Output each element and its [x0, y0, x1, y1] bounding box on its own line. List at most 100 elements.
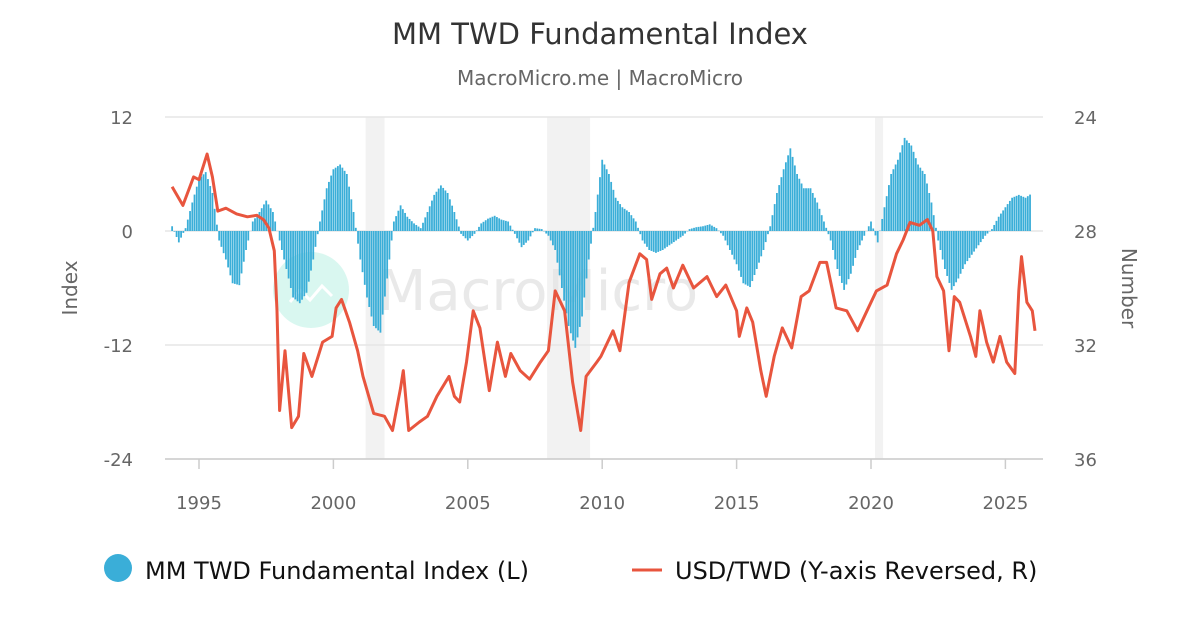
index-bar — [973, 231, 975, 252]
index-bar — [507, 222, 509, 232]
y-left-tick-label: -24 — [104, 450, 133, 471]
index-bar — [581, 231, 583, 317]
index-bar — [429, 206, 431, 231]
index-bar — [503, 220, 505, 231]
index-bar — [335, 168, 337, 231]
index-bar — [550, 231, 552, 241]
index-bar — [742, 231, 744, 283]
legend-label: USD/TWD (Y-axis Reversed, R) — [675, 557, 1037, 585]
index-bar — [337, 166, 339, 231]
index-bar — [957, 231, 959, 279]
index-bar — [357, 231, 359, 244]
index-bar — [456, 219, 458, 231]
index-bar — [592, 228, 594, 231]
index-bar — [1016, 196, 1018, 231]
index-bar — [794, 165, 796, 231]
index-bar — [964, 231, 966, 264]
index-bar — [664, 231, 666, 248]
index-bar — [863, 231, 865, 236]
index-bar — [272, 212, 274, 231]
index-bar — [617, 201, 619, 231]
index-bar — [684, 231, 686, 234]
index-bar — [709, 224, 711, 231]
index-bar — [225, 231, 227, 260]
index-bar — [207, 179, 209, 231]
index-bar — [505, 221, 507, 231]
index-bar — [570, 231, 572, 333]
index-bar — [460, 231, 462, 234]
index-bar — [778, 185, 780, 231]
index-bar — [754, 231, 756, 275]
index-bar — [422, 223, 424, 231]
index-bar — [297, 231, 299, 301]
index-bar — [541, 229, 543, 231]
index-bar — [677, 231, 679, 239]
index-bar — [333, 169, 335, 231]
index-bar — [384, 231, 386, 297]
index-bar — [404, 213, 406, 231]
index-bar — [740, 231, 742, 277]
legend: MM TWD Fundamental Index (L) USD/TWD (Y-… — [104, 554, 1037, 585]
index-bar — [348, 187, 350, 231]
index-bar — [303, 231, 305, 296]
index-bar — [942, 231, 944, 260]
index-bar — [218, 231, 220, 241]
index-bar — [368, 231, 370, 307]
index-bar — [637, 228, 639, 231]
index-bar — [810, 188, 812, 231]
index-bar — [807, 188, 809, 231]
index-bar — [458, 227, 460, 231]
index-bar — [884, 207, 886, 231]
index-bar — [644, 231, 646, 244]
index-bar — [803, 188, 805, 231]
index-bar — [910, 146, 912, 232]
index-bar — [516, 231, 518, 238]
index-bar — [568, 231, 570, 326]
index-bar — [214, 209, 216, 231]
index-bar — [339, 165, 341, 232]
index-bar — [445, 190, 447, 231]
y-right-tick-label: 32 — [1074, 336, 1097, 357]
index-bar — [774, 204, 776, 231]
index-bar — [420, 228, 422, 231]
index-bar — [597, 195, 599, 231]
index-bar — [624, 209, 626, 231]
index-bar — [189, 211, 191, 231]
index-bar — [944, 231, 946, 269]
index-bar — [763, 231, 765, 250]
index-bar — [642, 231, 644, 241]
index-bar — [362, 231, 364, 272]
index-bar — [449, 199, 451, 231]
index-bar — [418, 227, 420, 231]
index-bar — [364, 231, 366, 285]
y-right-tick-label: 36 — [1074, 450, 1097, 471]
index-bar — [848, 231, 850, 279]
index-bar — [787, 155, 789, 231]
index-bar — [626, 210, 628, 231]
index-bar — [980, 231, 982, 242]
index-bar — [805, 188, 807, 231]
index-bar — [837, 231, 839, 269]
index-bar — [1000, 214, 1002, 231]
index-bar — [321, 210, 323, 231]
index-bar — [673, 231, 675, 242]
index-bar — [344, 171, 346, 231]
index-bar — [975, 231, 977, 248]
index-bar — [182, 231, 184, 233]
index-bar — [825, 228, 827, 231]
index-bar — [783, 169, 785, 231]
index-bar — [301, 231, 303, 300]
index-bar — [583, 231, 585, 298]
index-bar — [731, 231, 733, 255]
legend-item-index[interactable]: MM TWD Fundamental Index (L) — [104, 554, 529, 585]
index-bar — [868, 226, 870, 231]
index-bar — [1011, 198, 1013, 231]
index-bar — [991, 229, 993, 231]
index-bar — [904, 138, 906, 231]
index-bar — [854, 231, 856, 258]
index-bar — [494, 216, 496, 231]
legend-item-usdtwd[interactable]: USD/TWD (Y-axis Reversed, R) — [632, 557, 1037, 585]
index-bar — [574, 231, 576, 348]
index-bar — [1020, 196, 1022, 231]
x-tick-label: 2000 — [310, 493, 356, 514]
